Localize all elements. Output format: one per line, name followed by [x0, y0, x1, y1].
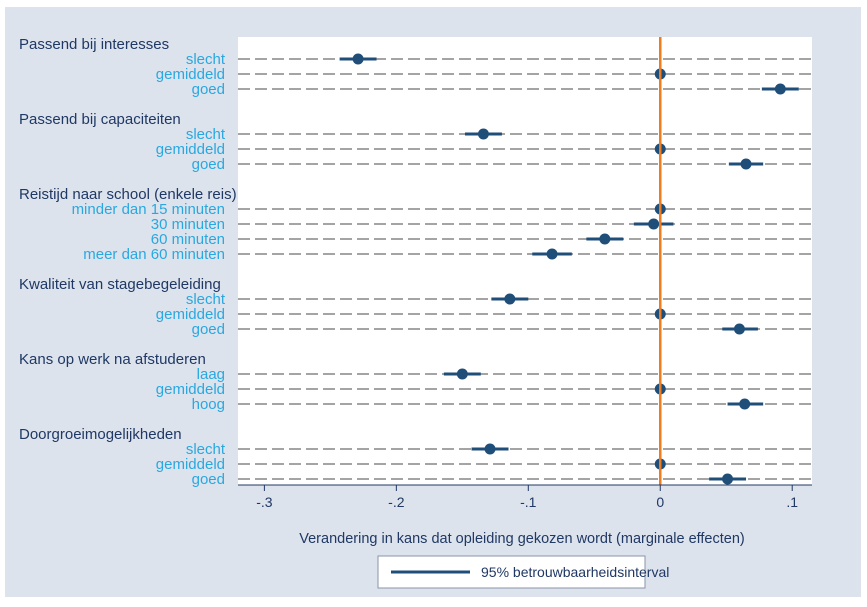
group-label: Passend bij capaciteiten: [19, 111, 181, 128]
level-label: gemiddeld: [156, 456, 225, 473]
x-tick-label: -.3: [256, 494, 273, 510]
data-point: [504, 293, 516, 305]
level-label: slecht: [186, 126, 226, 143]
data-point: [352, 53, 364, 65]
data-point: [477, 128, 489, 140]
level-label: goed: [192, 321, 225, 338]
data-point: [733, 323, 745, 335]
level-label: 60 minuten: [151, 231, 225, 248]
data-point: [456, 368, 468, 380]
group-label: Doorgroeimogelijkheden: [19, 426, 182, 443]
data-point: [546, 248, 558, 260]
group-label: Kans op werk na afstuderen: [19, 351, 206, 368]
group-label: Kwaliteit van stagebegeleiding: [19, 276, 221, 293]
level-label: minder dan 15 minuten: [72, 201, 225, 218]
level-label: gemiddeld: [156, 306, 225, 323]
x-tick-label: -.1: [520, 494, 537, 510]
level-label: goed: [192, 471, 225, 488]
level-label: goed: [192, 156, 225, 173]
level-label: gemiddeld: [156, 381, 225, 398]
x-tick-label: 0: [656, 494, 664, 510]
level-label: slecht: [186, 51, 226, 68]
plot-area: [238, 37, 812, 485]
level-label: slecht: [186, 441, 226, 458]
data-point: [484, 443, 496, 455]
group-label: Reistijd naar school (enkele reis): [19, 186, 237, 203]
level-label: meer dan 60 minuten: [83, 246, 225, 263]
level-label: slecht: [186, 291, 226, 308]
level-label: hoog: [192, 396, 225, 413]
level-label: gemiddeld: [156, 66, 225, 83]
level-label: gemiddeld: [156, 141, 225, 158]
data-point: [648, 218, 660, 230]
x-tick-label: .1: [786, 494, 798, 510]
legend-label: 95% betrouwbaarheidsinterval: [481, 564, 669, 580]
level-label: goed: [192, 81, 225, 98]
x-axis-title: Verandering in kans dat opleiding gekoze…: [299, 531, 745, 547]
group-label: Passend bij interesses: [19, 36, 169, 53]
data-point: [599, 233, 611, 245]
data-point: [722, 473, 734, 485]
level-label: 30 minuten: [151, 216, 225, 233]
data-point: [774, 83, 786, 95]
level-label: laag: [197, 366, 225, 383]
x-tick-label: -.2: [388, 494, 405, 510]
data-point: [739, 398, 751, 410]
data-point: [740, 158, 752, 170]
